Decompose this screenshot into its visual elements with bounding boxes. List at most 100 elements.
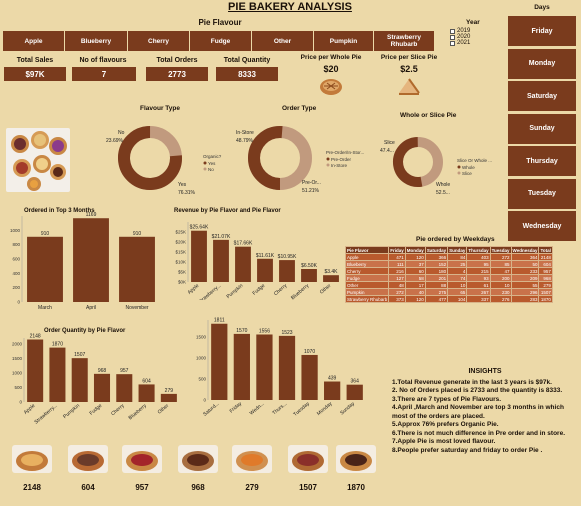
table-cell: 2148 — [538, 253, 553, 261]
pie-photo-icon — [68, 445, 108, 473]
year-option-2019[interactable]: 2019 — [450, 28, 480, 34]
bar-3 — [257, 258, 273, 282]
quantity-by-flavour-chart: Order Quantity by Pie Flavor 0 500 1000 1500… — [12, 328, 177, 424]
flavour-button-blueberry[interactable]: Blueberry — [65, 31, 128, 51]
order-type-title: Order Type — [282, 105, 317, 112]
kpi-value: 7 — [72, 67, 136, 81]
table-row: Pumpkin 272 40 275 65 267 230 296 1507 — [344, 288, 553, 296]
day-button-thursday[interactable]: Thursday — [508, 146, 576, 176]
table-cell: Blueberry — [344, 260, 390, 268]
bar-value-label: 604 — [142, 378, 151, 384]
legend-yes: Yes — [208, 161, 216, 166]
day-button-wednesday[interactable]: Wednesday — [508, 211, 576, 241]
pie-item: 1870 — [334, 445, 378, 492]
pie-photo-icon — [12, 445, 52, 473]
table-cell: 37 — [404, 260, 426, 268]
insight-item: 6.There is not much difference in Pre or… — [392, 429, 566, 437]
table-cell: 604 — [538, 260, 553, 268]
chart-title: Ordered in Top 3 Months — [24, 208, 95, 214]
table-cell: 272 — [489, 253, 512, 261]
bar-value-label: $25.64K — [190, 225, 209, 231]
table-row: Blueberry 111 37 152 25 95 85 50 604 — [344, 260, 553, 268]
price-whole-card: Price per Whole Pie $20 — [292, 54, 370, 102]
year-option-2021[interactable]: 2021 — [450, 40, 480, 46]
table-row: Fudge 127 58 201 74 93 200 209 968 — [344, 274, 553, 282]
flavour-button-apple[interactable]: Apple — [3, 31, 65, 51]
category-label: Fudge — [252, 283, 267, 297]
pie-photo-icon — [178, 445, 218, 473]
table-cell: 276 — [489, 295, 512, 303]
year-option-2020[interactable]: 2020 — [450, 34, 480, 40]
flavour-type-donut: No 23.69% Yes 76.31% Organic? Yes No — [106, 126, 222, 196]
bar-4 — [279, 260, 295, 282]
chart-title: Order Quantity by Pie Flavor — [44, 328, 126, 334]
insight-item: 7.Apple Pie is most loved flavour. — [392, 438, 496, 445]
table-cell: 403 — [466, 253, 491, 261]
slice-pct: 47.4... — [380, 148, 394, 154]
table-cell: 93 — [466, 274, 491, 282]
category-label: Sunday — [339, 401, 356, 417]
flavour-button-pumpkin[interactable]: Pumpkin — [314, 31, 374, 51]
legend-dot-no — [203, 167, 207, 171]
bar-value-label: 1556 — [259, 328, 270, 334]
table-cell: 74 — [447, 274, 468, 282]
table-cell: 48 — [388, 281, 406, 289]
bar-1 — [233, 333, 250, 400]
day-button-friday[interactable]: Friday — [508, 16, 576, 46]
y-tick-label: 500 — [198, 376, 206, 381]
day-button-monday[interactable]: Monday — [508, 48, 576, 79]
insights-list: 1.Total Revenue generate in the last 3 y… — [392, 379, 578, 456]
top-months-chart: Ordered in Top 3 Months 0 200 400 600 800 1000… — [10, 208, 155, 311]
whole-pct: 52.5... — [436, 190, 450, 196]
bar-value-label: $6.50K — [301, 263, 318, 269]
table-cell: 209 — [510, 274, 540, 282]
table-cell: 200 — [489, 274, 512, 282]
table-cell: 366 — [424, 253, 449, 261]
insight-item: 4.April ,March and November are top 3 mo… — [392, 404, 564, 420]
table-cell: 60 — [404, 267, 426, 275]
bar-0 — [27, 236, 63, 302]
table-header-cell: Saturday — [424, 246, 449, 254]
insight-item: 8.People prefer saturday and friday to o… — [392, 446, 543, 454]
table-cell: 17 — [404, 281, 426, 289]
orders-by-weekday-chart: 0 500 1000 1500 1811 Saturd... 1570 Friday 1556 W… — [196, 318, 363, 418]
checkbox-icon — [450, 28, 455, 34]
flavour-button-fudge[interactable]: Fudge — [190, 31, 252, 51]
flavour-button-strawberry-rhubarb[interactable]: Strawberry Rhubarb — [374, 31, 435, 51]
pie-item: 279 — [230, 445, 274, 492]
price-slice-card: Price per Slice Pie $2.5 — [374, 54, 444, 102]
bar-6 — [323, 275, 339, 282]
kpi-label: Total Quantity — [223, 57, 271, 64]
no-pct: 23.69% — [106, 138, 124, 144]
insight-item: 2. No of Orders placed is 2733 and the q… — [392, 387, 563, 394]
table-header-cell: Sunday — [447, 246, 468, 254]
kpi-label: Total Orders — [156, 57, 198, 64]
day-button-saturday[interactable]: Saturday — [508, 81, 576, 111]
day-button-tuesday[interactable]: Tuesday — [508, 178, 576, 209]
pie-count: 957 — [135, 483, 149, 492]
legend-dot-yes — [203, 161, 207, 165]
kpi-value: 8333 — [216, 67, 278, 81]
table-cell: 267 — [466, 288, 491, 296]
table-header-row: Pie Flavor Friday Monday Saturday Sunday Thur… — [344, 246, 553, 254]
table-cell: 120 — [404, 253, 426, 261]
table-cell: 216 — [388, 267, 406, 275]
flavour-button-cherry[interactable]: Cherry — [128, 31, 190, 51]
category-label: Saturd... — [202, 401, 220, 418]
bar-1 — [213, 239, 229, 282]
price-slice-label: Price per Slice Pie — [380, 54, 438, 61]
year-slicer: Year 2019 2020 2021 — [450, 19, 480, 46]
kpi-label: No of flavours — [79, 57, 127, 64]
y-tick-label: 1500 — [12, 356, 23, 361]
bar-value-label: 1169 — [86, 212, 97, 218]
table-cell: 968 — [538, 274, 553, 282]
year-label: Year — [466, 19, 480, 26]
day-button-sunday[interactable]: Sunday — [508, 113, 576, 144]
bar-5 — [324, 381, 341, 400]
table-cell: 279 — [538, 281, 553, 289]
flavour-button-other[interactable]: Other — [252, 31, 314, 51]
yes-pct: 76.31% — [178, 190, 196, 196]
category-label: Wedn... — [249, 401, 266, 417]
table-cell: 88 — [424, 281, 449, 289]
table-cell: 111 — [388, 260, 406, 268]
